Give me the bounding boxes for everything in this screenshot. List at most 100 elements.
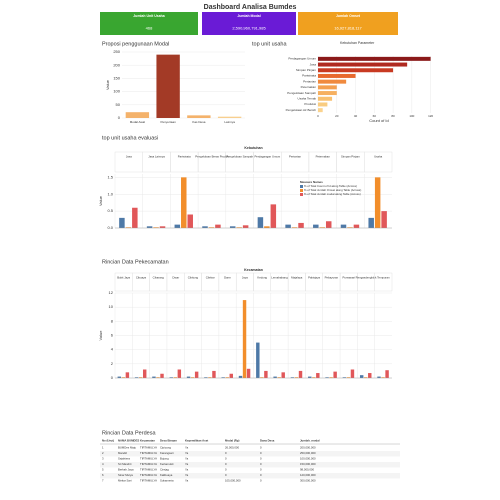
y-tick-label: Pengelolaan Air Bersih: [286, 108, 317, 112]
facet-box: [364, 151, 393, 173]
bar: [117, 376, 122, 378]
x-tick-label: 40: [354, 114, 358, 118]
table-cell: 0: [225, 468, 227, 472]
table-header: Kecamatan: [140, 439, 155, 443]
table-cell: 26,000,000: [225, 446, 239, 450]
bar: [221, 377, 225, 378]
y-tick-label: 1.0: [107, 191, 113, 196]
bar: [285, 224, 291, 228]
facet-label: Darm: [224, 276, 232, 280]
legend-swatch: [300, 189, 303, 192]
facet-label: Rengasdengklok: [356, 276, 377, 280]
table-cell: Ya: [185, 451, 189, 455]
bar: [153, 227, 159, 228]
bar: [152, 376, 156, 378]
table-cell: Kalibuaya: [160, 473, 173, 477]
bar: [381, 211, 387, 228]
y-tick-label: 250: [113, 49, 120, 54]
bar: [312, 377, 316, 378]
bar: [119, 217, 125, 228]
bar: [368, 217, 374, 228]
facet-label: Lemahabang: [271, 276, 288, 280]
bar: [134, 377, 139, 378]
kpi-value-box: [298, 22, 398, 35]
table-header: Jumlah_modal: [300, 439, 320, 443]
kpi-label: Jumlah Omset: [336, 14, 361, 18]
bar: [318, 102, 328, 107]
table-cell: Cirejag: [160, 468, 169, 472]
bar: [174, 224, 181, 228]
table-cell: 7: [102, 479, 104, 483]
bar: [359, 375, 364, 378]
y-axis-label: Value: [105, 79, 110, 90]
table-cell: 120,000,000: [300, 473, 316, 477]
bar: [202, 226, 208, 228]
facet-label: Pebayuran: [325, 276, 339, 280]
y-tick-label: 6: [111, 333, 114, 338]
y-tick-label: Produksi: [304, 102, 316, 106]
bar: [290, 377, 295, 378]
facet-label: Pengelolaan Sampah: [226, 155, 253, 159]
x-tick-label: 60: [373, 114, 377, 118]
table-cell: BUMDes Maju: [118, 446, 136, 450]
y-tick-label: Perdagangan Umum: [288, 57, 316, 61]
x-axis-label: Count of Id: [369, 118, 389, 123]
chart-title: Proposi penggunaan Modal: [102, 41, 169, 47]
table-cell: 300,000,000: [300, 479, 316, 483]
bar: [208, 227, 215, 228]
bar: [125, 112, 150, 118]
bar: [377, 376, 381, 378]
bar: [319, 227, 326, 228]
bar: [204, 377, 208, 378]
bar: [177, 369, 182, 378]
table-cell: Sukamerta: [160, 479, 174, 483]
table-cell: TIRTAMULYA: [140, 473, 157, 477]
y-tick-label: Pertanian: [303, 79, 316, 83]
bar: [318, 91, 337, 96]
bar: [142, 369, 147, 378]
table-cell: Berkah Jaya: [118, 468, 134, 472]
facet-label: Pakisjaya: [308, 276, 320, 280]
y-tick-label: 0: [111, 375, 114, 380]
bar: [256, 342, 260, 378]
facet-label: Majalaya: [291, 276, 303, 280]
bar: [156, 377, 160, 378]
bar: [318, 62, 408, 67]
bar: [236, 227, 242, 228]
facet-label: Bukit Jaya: [117, 276, 130, 280]
bar: [291, 227, 298, 228]
bar: [264, 226, 270, 228]
bar: [217, 116, 242, 118]
kpi-label: Jumlah Unit Usaha: [133, 14, 165, 18]
bar: [212, 370, 216, 378]
facet-label: Peternakan: [316, 155, 331, 159]
bar: [318, 56, 431, 61]
bar: [308, 376, 312, 378]
x-tick-label: Modal Awal: [130, 120, 146, 124]
bar: [270, 204, 277, 228]
bar: [329, 377, 333, 378]
table-cell: 0: [260, 462, 262, 466]
bar: [333, 371, 337, 378]
bar: [187, 115, 211, 118]
table-cell: Kertamukti: [160, 462, 174, 466]
facet-label: Usaha: [374, 155, 383, 159]
y-tick-label: 10: [109, 304, 114, 309]
bar: [350, 369, 355, 378]
y-tick-label: Jasa: [310, 62, 317, 66]
table-row-band: [100, 462, 400, 468]
table-row-band: [100, 473, 400, 479]
legend-swatch: [300, 185, 303, 188]
kpi-value-box: [202, 22, 296, 35]
bar: [246, 368, 251, 378]
bar: [125, 372, 130, 378]
facet-header: Kebutuhan: [244, 146, 262, 150]
bar: [121, 377, 126, 378]
bar: [225, 377, 229, 378]
bar: [318, 79, 347, 84]
table-cell: TIRTAMULYA: [140, 446, 157, 450]
kpi-value: 16,927,818,117: [334, 26, 362, 31]
chart-title: top unit usaha evaluasi: [102, 135, 158, 141]
table-cell: Sinar Mulya: [118, 473, 133, 477]
